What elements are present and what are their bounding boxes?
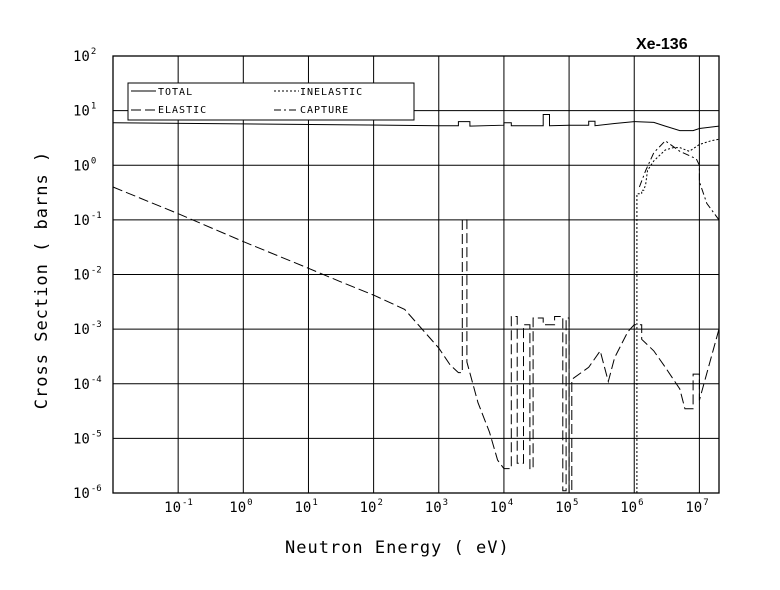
x-axis-label: Neutron Energy ( eV) [285, 538, 510, 558]
grid-lines [113, 55, 719, 494]
x-tick-label-0: 10-1 [164, 498, 193, 516]
legend-entry-inelastic: INELASTIC [274, 87, 363, 98]
legend-label-inelastic: INELASTIC [300, 87, 363, 98]
x-tick-label-2: 101 [294, 498, 317, 516]
series-line-total [112, 114, 720, 132]
x-tick-label-3: 102 [360, 498, 383, 516]
x-tick-labels: 10-1 100 101 102 103 104 105 106 107 [164, 498, 709, 516]
series-layer [112, 114, 720, 494]
y-tick-labels: 102 101 100 10-1 10-2 10-3 10-4 10-5 10-6 [73, 47, 102, 502]
legend: TOTAL ELASTIC INELASTIC CAPTURE [127, 82, 415, 121]
x-tick-label-5: 104 [490, 498, 513, 516]
y-tick-label-0: 102 [73, 47, 96, 65]
x-tick-label-6: 105 [555, 498, 578, 516]
y-tick-label-7: 10-5 [73, 429, 102, 447]
series-line-inelastic [636, 138, 720, 493]
y-tick-label-6: 10-4 [73, 375, 102, 393]
y-tick-label-2: 100 [73, 156, 96, 174]
y-tick-label-5: 10-3 [73, 320, 102, 338]
y-tick-label-3: 10-1 [73, 211, 102, 229]
y-tick-label-8: 10-6 [73, 484, 102, 502]
chart-title: Xe-136 [636, 36, 688, 53]
x-tick-label-7: 106 [620, 498, 643, 516]
legend-box [127, 82, 415, 121]
x-tick-label-8: 107 [685, 498, 708, 516]
legend-entry-capture: CAPTURE [274, 105, 349, 116]
series-line-capture [638, 140, 720, 221]
x-tick-label-4: 103 [425, 498, 448, 516]
series-line-elastic [112, 186, 720, 494]
legend-label-capture: CAPTURE [300, 105, 349, 116]
y-tick-label-4: 10-2 [73, 266, 102, 284]
legend-entry-total: TOTAL [131, 87, 193, 98]
y-tick-label-1: 101 [73, 102, 96, 120]
y-axis-label: Cross Section ( barns ) [32, 151, 52, 409]
legend-label-total: TOTAL [158, 87, 193, 98]
x-tick-label-1: 100 [229, 498, 252, 516]
legend-entry-elastic: ELASTIC [131, 105, 207, 116]
plot-frame [112, 55, 720, 494]
legend-label-elastic: ELASTIC [158, 105, 207, 116]
